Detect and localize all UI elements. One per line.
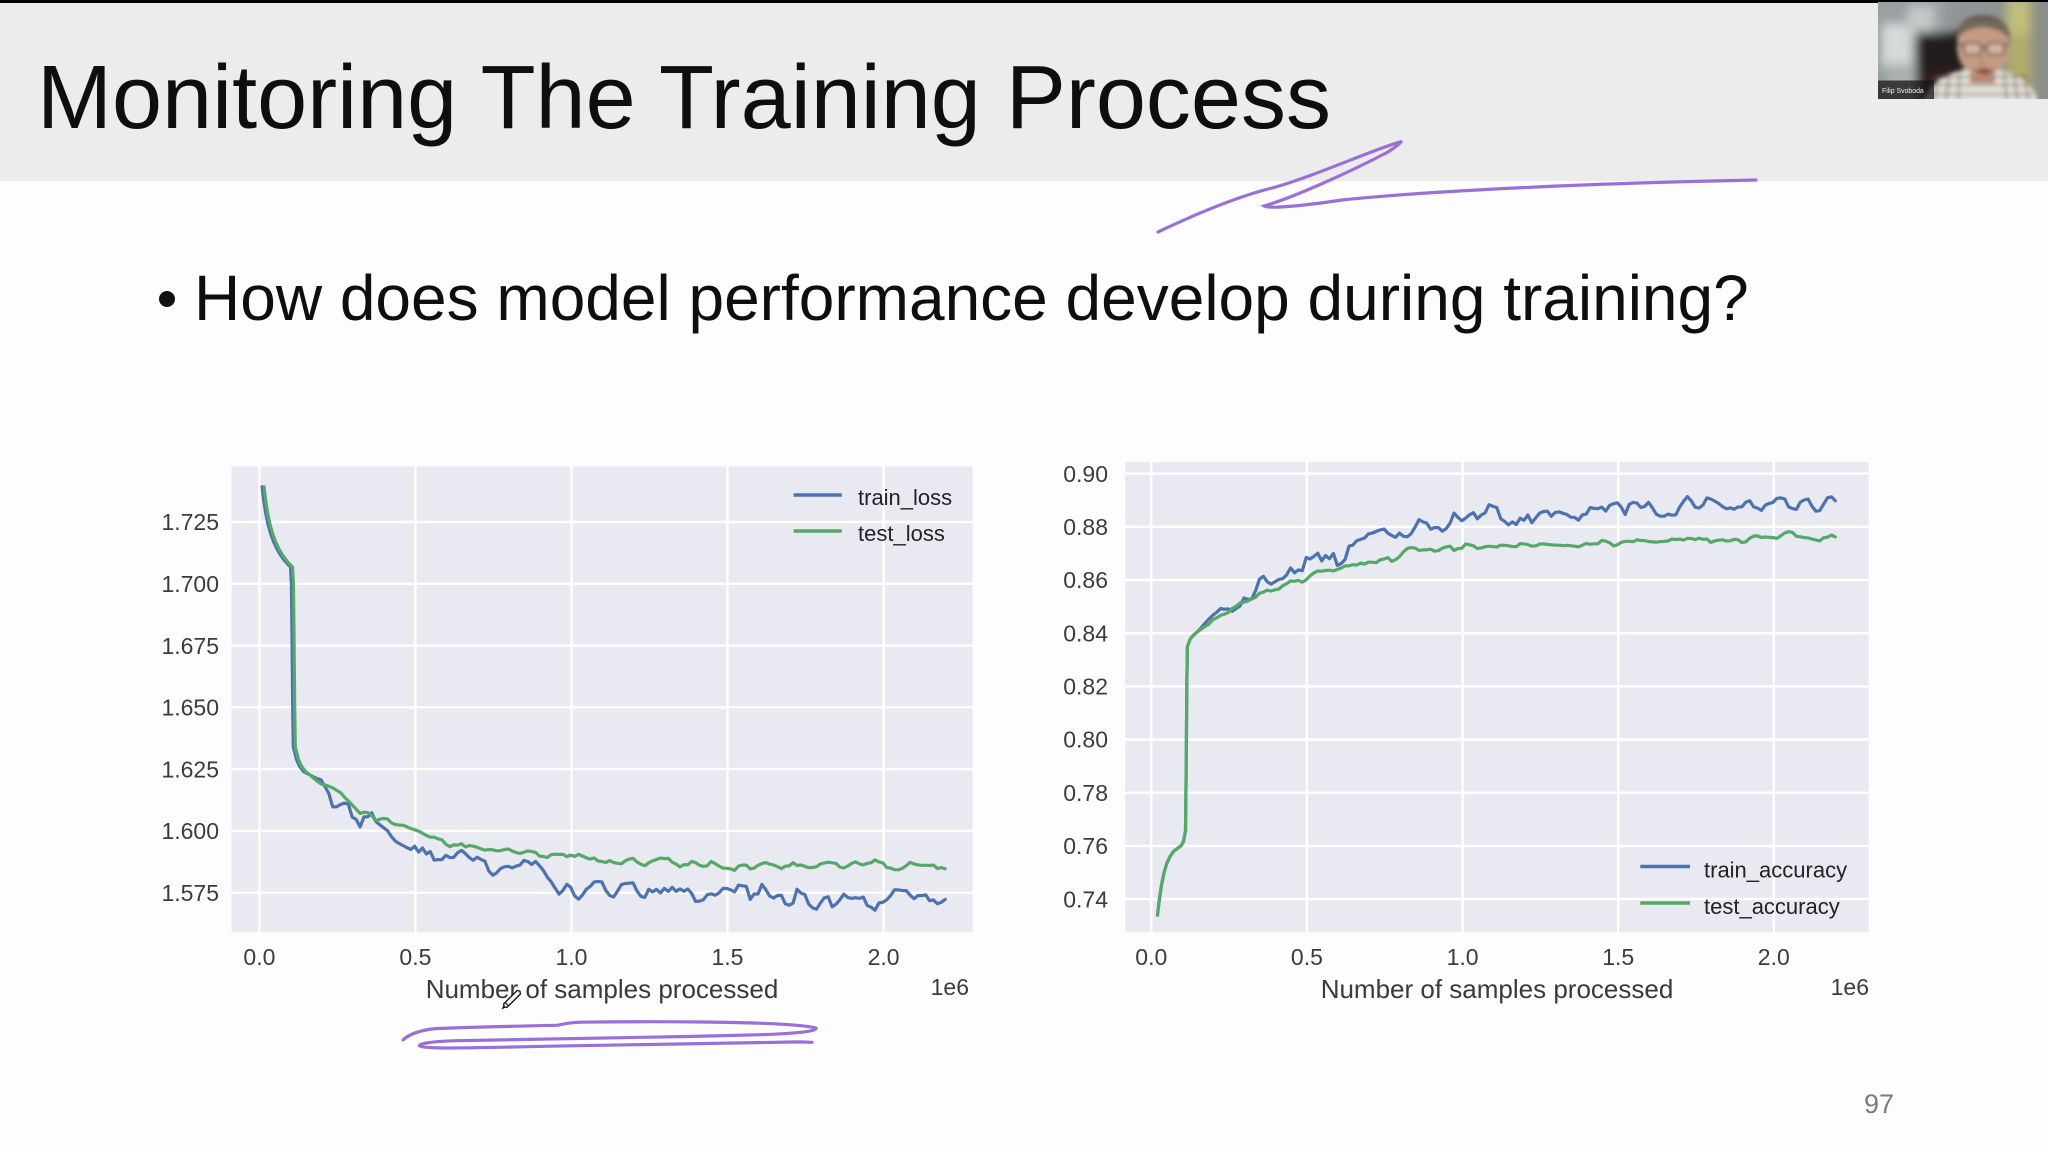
svg-text:0.5: 0.5 — [1291, 944, 1323, 970]
svg-text:0.82: 0.82 — [1063, 674, 1108, 700]
svg-text:1.5: 1.5 — [1602, 944, 1634, 970]
svg-text:0.84: 0.84 — [1063, 620, 1108, 646]
svg-text:0.88: 0.88 — [1063, 514, 1108, 540]
svg-text:1.625: 1.625 — [161, 756, 219, 782]
svg-text:0.86: 0.86 — [1063, 567, 1108, 593]
svg-text:1.725: 1.725 — [161, 509, 219, 535]
svg-text:0.5: 0.5 — [399, 944, 431, 970]
svg-text:Filip Svoboda: Filip Svoboda — [1882, 88, 1924, 95]
svg-text:1e6: 1e6 — [931, 974, 969, 1000]
svg-text:1.600: 1.600 — [161, 818, 219, 844]
svg-text:1.5: 1.5 — [712, 944, 744, 970]
svg-text:0.0: 0.0 — [243, 944, 275, 970]
svg-text:1.575: 1.575 — [161, 880, 219, 906]
svg-text:1.0: 1.0 — [1447, 944, 1479, 970]
svg-text:train_loss: train_loss — [858, 485, 952, 510]
svg-text:1e6: 1e6 — [1831, 974, 1869, 1000]
svg-text:test_accuracy: test_accuracy — [1704, 894, 1840, 919]
svg-text:test_loss: test_loss — [858, 521, 945, 546]
svg-text:0.78: 0.78 — [1063, 780, 1108, 806]
svg-text:0.0: 0.0 — [1135, 944, 1167, 970]
svg-text:train_accuracy: train_accuracy — [1704, 858, 1847, 883]
svg-text:1.700: 1.700 — [161, 571, 219, 597]
svg-text:2.0: 2.0 — [868, 944, 900, 970]
svg-text:1.675: 1.675 — [161, 633, 219, 659]
svg-text:0.76: 0.76 — [1063, 833, 1108, 859]
svg-text:1.0: 1.0 — [556, 944, 588, 970]
svg-text:0.74: 0.74 — [1063, 886, 1108, 912]
svg-text:Number of samples processed: Number of samples processed — [426, 974, 779, 1004]
svg-text:0.80: 0.80 — [1063, 727, 1108, 753]
svg-text:1.650: 1.650 — [161, 695, 219, 721]
svg-text:0.90: 0.90 — [1063, 461, 1108, 487]
svg-text:Number of samples processed: Number of samples processed — [1321, 974, 1674, 1004]
svg-text:2.0: 2.0 — [1758, 944, 1790, 970]
